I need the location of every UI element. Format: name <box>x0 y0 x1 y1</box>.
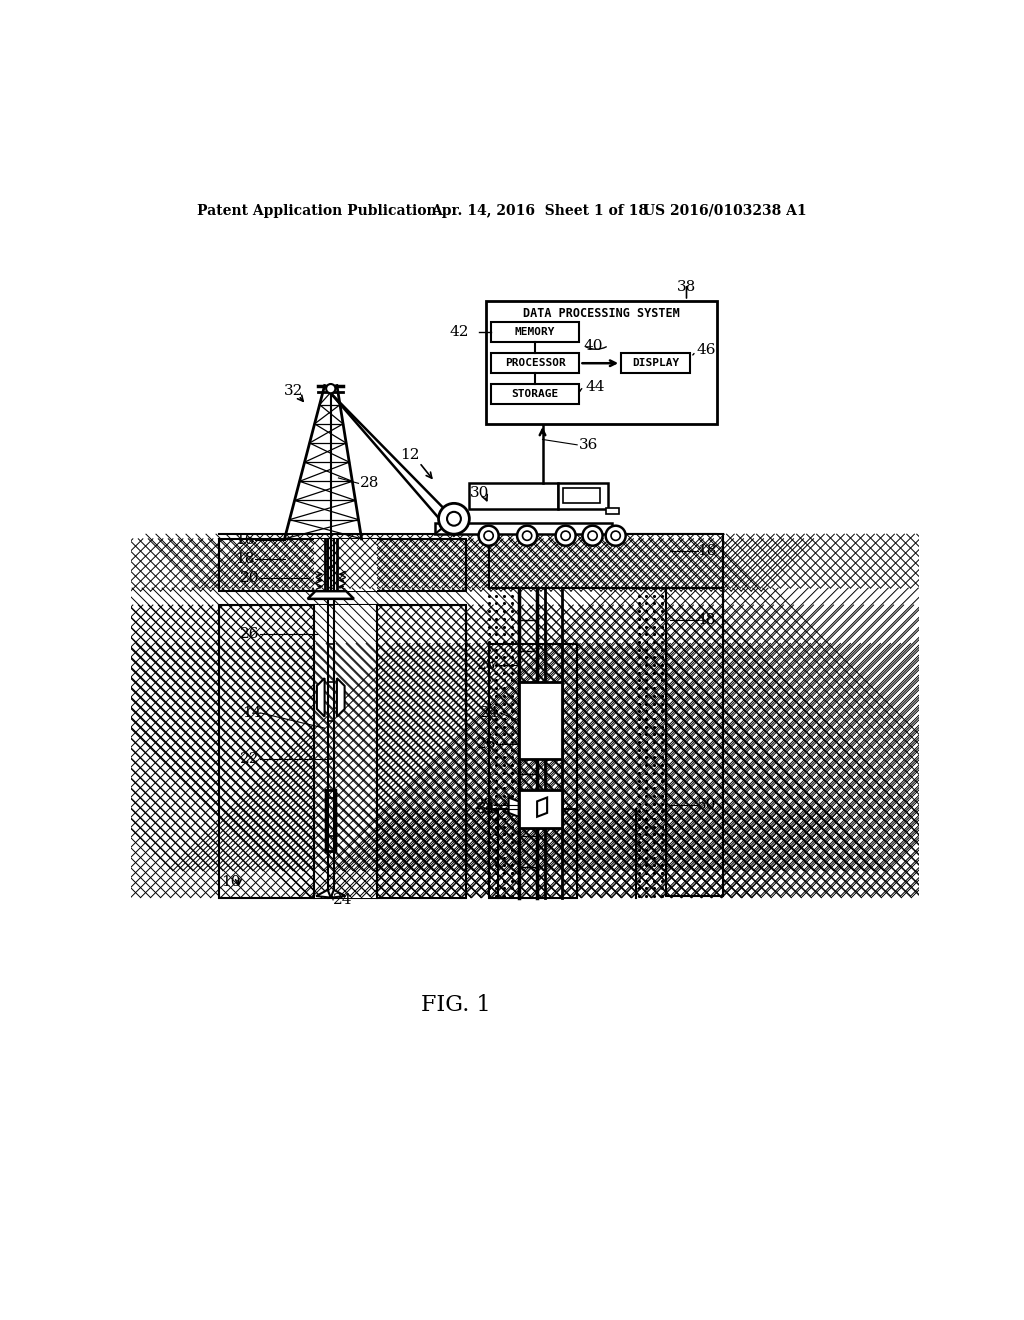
Polygon shape <box>538 797 547 817</box>
Text: 26: 26 <box>241 627 260 642</box>
Text: DATA PROCESSING SYSTEM: DATA PROCESSING SYSTEM <box>523 306 680 319</box>
Circle shape <box>484 531 494 540</box>
Text: 22: 22 <box>475 799 495 812</box>
Polygon shape <box>316 678 325 717</box>
Text: 18: 18 <box>234 552 254 566</box>
Bar <box>558 483 608 508</box>
Text: 18: 18 <box>697 544 716 558</box>
Text: 46: 46 <box>696 343 716 358</box>
Bar <box>621 354 690 374</box>
Text: 22: 22 <box>241 752 260 766</box>
Circle shape <box>447 512 461 525</box>
Text: Apr. 14, 2016  Sheet 1 of 18: Apr. 14, 2016 Sheet 1 of 18 <box>431 203 648 218</box>
Polygon shape <box>316 890 331 898</box>
Polygon shape <box>337 678 345 717</box>
Bar <box>219 539 466 591</box>
Polygon shape <box>509 797 518 817</box>
Text: DISPLAY: DISPLAY <box>632 358 679 368</box>
Text: 32: 32 <box>284 384 303 397</box>
Text: 28: 28 <box>476 659 496 672</box>
Text: 10: 10 <box>221 875 241 890</box>
Polygon shape <box>331 890 345 898</box>
Text: 28: 28 <box>359 477 379 490</box>
Bar <box>488 535 724 589</box>
Circle shape <box>611 531 621 540</box>
Text: 14: 14 <box>243 706 262 719</box>
Text: 24: 24 <box>480 706 500 719</box>
Text: PROCESSOR: PROCESSOR <box>505 358 565 368</box>
Text: 44: 44 <box>586 380 605 395</box>
Bar <box>666 589 724 896</box>
Text: 16: 16 <box>234 532 254 546</box>
Text: Patent Application Publication: Patent Application Publication <box>197 203 436 218</box>
Bar <box>313 605 377 898</box>
Circle shape <box>556 525 575 545</box>
Text: 40: 40 <box>584 338 603 352</box>
Circle shape <box>588 531 597 540</box>
Text: MEMORY: MEMORY <box>515 327 555 338</box>
Circle shape <box>583 525 602 545</box>
Text: FIG. 1: FIG. 1 <box>421 994 490 1016</box>
Text: 30: 30 <box>470 486 489 500</box>
Bar <box>219 605 466 898</box>
Bar <box>488 809 578 898</box>
Bar <box>469 483 558 508</box>
Bar <box>313 539 377 591</box>
Bar <box>518 789 562 829</box>
Circle shape <box>522 531 531 540</box>
Polygon shape <box>307 591 354 599</box>
Text: US 2016/0103238 A1: US 2016/0103238 A1 <box>643 203 806 218</box>
Bar <box>486 301 717 424</box>
Bar <box>490 384 580 404</box>
Text: 24: 24 <box>333 892 352 907</box>
Bar <box>606 508 618 515</box>
Text: STORAGE: STORAGE <box>512 389 559 399</box>
Text: 38: 38 <box>677 280 696 294</box>
Circle shape <box>438 503 469 535</box>
Circle shape <box>517 525 538 545</box>
Text: 50: 50 <box>697 799 716 812</box>
Bar <box>490 354 580 374</box>
Text: 48: 48 <box>697 614 716 627</box>
Bar <box>490 322 580 342</box>
Text: 12: 12 <box>400 447 420 462</box>
Text: 26: 26 <box>476 737 496 751</box>
Bar <box>563 488 600 503</box>
Bar <box>518 682 562 759</box>
Circle shape <box>326 384 336 393</box>
Text: 20: 20 <box>241 572 260 585</box>
Circle shape <box>478 525 499 545</box>
Text: 36: 36 <box>579 438 598 451</box>
Text: 42: 42 <box>450 326 469 339</box>
Bar <box>488 644 578 871</box>
Circle shape <box>561 531 570 540</box>
Text: 34: 34 <box>476 803 496 816</box>
Circle shape <box>605 525 626 545</box>
Bar <box>435 523 611 535</box>
